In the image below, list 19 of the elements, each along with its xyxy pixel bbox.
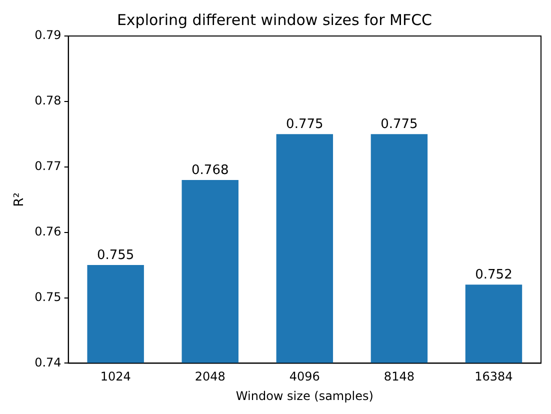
data-label: 0.775 — [286, 117, 324, 132]
x-tick-label: 16384 — [474, 370, 513, 384]
y-tick-label: 0.74 — [34, 355, 62, 370]
data-label: 0.752 — [475, 268, 512, 283]
x-axis-title: Window size (samples) — [236, 388, 374, 403]
y-tick-label: 0.78 — [34, 94, 62, 108]
y-tick-label: 0.76 — [34, 224, 62, 238]
y-tick-label: 0.77 — [34, 159, 62, 174]
data-label: 0.755 — [96, 248, 134, 263]
x-tick-label: 8148 — [384, 370, 414, 384]
data-label: 0.768 — [192, 162, 229, 178]
y-axis-title: R² — [12, 192, 28, 207]
y-tick-label: 0.75 — [34, 290, 62, 304]
data-label: 0.775 — [380, 117, 418, 132]
x-tick-label: 2048 — [194, 370, 226, 384]
x-tick-label: 1024 — [100, 370, 131, 384]
y-tick-label: 0.79 — [34, 28, 62, 42]
chart-title: Exploring different window sizes for MFCC — [116, 10, 432, 29]
x-tick-label: 4096 — [289, 370, 320, 384]
